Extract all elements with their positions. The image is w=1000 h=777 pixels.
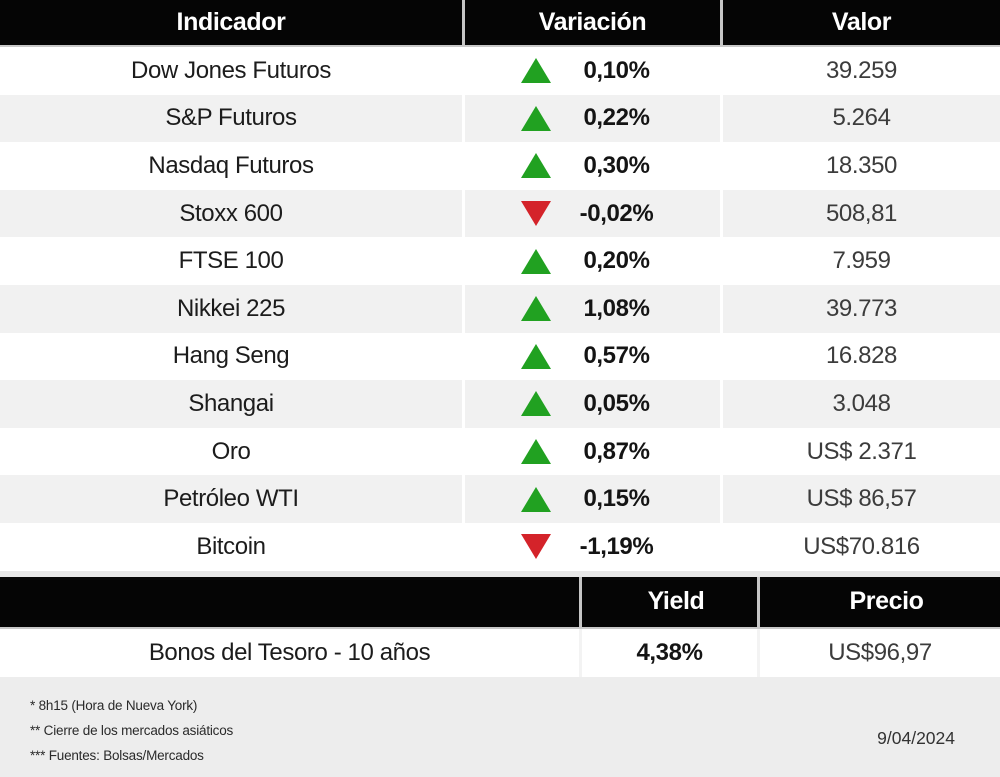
- column-header-valor: Valor: [831, 8, 892, 36]
- variation-value: 0,05%: [583, 389, 650, 417]
- trend-down-icon: [520, 534, 551, 560]
- table-row: Bonos del Tesoro - 10 años 4,38% US$96,9…: [0, 628, 1000, 677]
- table-row: Nikkei 225 1,08% 39.773: [0, 284, 1000, 333]
- indicator-value: US$ 86,57: [806, 485, 917, 513]
- bond-yield-value: 4,38%: [582, 628, 760, 677]
- indicator-name: Nikkei 225: [0, 284, 465, 333]
- indicator-value: 39.773: [825, 294, 897, 322]
- trend-up-icon: [520, 58, 551, 84]
- trend-up-icon: [520, 105, 551, 131]
- indicator-name: Hang Seng: [0, 332, 465, 381]
- variation-value: 0,20%: [583, 247, 650, 275]
- trend-up-icon: [520, 248, 551, 274]
- indicator-value: 18.350: [825, 151, 897, 179]
- indicator-value: US$ 2.371: [806, 437, 917, 465]
- indicator-value: 39.259: [825, 56, 897, 84]
- variation-cell: 0,57%: [465, 332, 723, 381]
- indicator-value: 508,81: [825, 199, 897, 227]
- variation-cell: 1,08%: [465, 284, 723, 333]
- footnote-sources: *** Fuentes: Bolsas/Mercados: [30, 747, 204, 763]
- variation-value: 1,08%: [583, 294, 650, 322]
- variation-cell: 0,15%: [465, 475, 723, 523]
- column-header-indicador: Indicador: [0, 0, 465, 45]
- trend-up-icon: [520, 439, 551, 465]
- column-header-precio: Precio: [849, 587, 924, 616]
- indicator-value: 3.048: [832, 389, 891, 417]
- variation-value: 0,22%: [583, 104, 650, 132]
- trend-up-icon: [520, 391, 551, 417]
- variation-value: 0,30%: [583, 151, 650, 179]
- indicator-value: US$70.816: [803, 532, 920, 560]
- table-row: Oro 0,87% US$ 2.371: [0, 427, 1000, 476]
- indicator-name: Stoxx 600: [0, 189, 465, 238]
- indicator-value: 5.264: [832, 104, 891, 132]
- variation-value: 0,15%: [583, 485, 650, 513]
- table-row: FTSE 100 0,20% 7.959: [0, 237, 1000, 285]
- variation-value: 0,87%: [583, 437, 650, 465]
- footnote-time: * 8h15 (Hora de Nueva York): [30, 697, 198, 713]
- variation-cell: 0,20%: [465, 237, 723, 285]
- table-row: Hang Seng 0,57% 16.828: [0, 332, 1000, 381]
- indicator-name: Nasdaq Futuros: [0, 142, 465, 190]
- date-label: 9/04/2024: [877, 727, 955, 748]
- column-header-empty: [0, 576, 582, 627]
- variation-cell: 0,30%: [465, 142, 723, 190]
- variation-cell: 0,87%: [465, 427, 723, 476]
- variation-value: -0,02%: [579, 199, 654, 227]
- table-row: Dow Jones Futuros 0,10% 39.259: [0, 47, 1000, 95]
- variation-cell: -0,02%: [465, 189, 723, 238]
- column-header-variacion: Variación: [465, 0, 723, 45]
- table-row: S&P Futuros 0,22% 5.264: [0, 94, 1000, 143]
- table1-header-row: Indicador Variación Valor: [0, 0, 1000, 47]
- indicator-name: Shangai: [0, 380, 465, 428]
- bond-name: Bonos del Tesoro - 10 años: [0, 628, 582, 677]
- variation-cell: 0,10%: [465, 47, 723, 95]
- variation-value: 0,57%: [583, 342, 650, 370]
- table-row: Shangai 0,05% 3.048: [0, 380, 1000, 428]
- trend-down-icon: [520, 201, 551, 227]
- table-row: Stoxx 600 -0,02% 508,81: [0, 189, 1000, 238]
- indicator-name: Petróleo WTI: [0, 475, 465, 523]
- indicator-name: S&P Futuros: [0, 94, 465, 143]
- trend-up-icon: [520, 153, 551, 179]
- column-header-yield: Yield: [582, 576, 760, 627]
- variation-value: 0,10%: [583, 56, 650, 84]
- variation-value: -1,19%: [579, 532, 654, 560]
- variation-cell: 0,22%: [465, 94, 723, 143]
- indicator-value: 16.828: [825, 342, 897, 370]
- trend-up-icon: [520, 486, 551, 512]
- indicator-value: 7.959: [832, 247, 891, 275]
- variation-cell: -1,19%: [465, 522, 723, 571]
- indicator-name: Dow Jones Futuros: [0, 47, 465, 95]
- bond-price-value: US$96,97: [828, 638, 932, 666]
- footer: * 8h15 (Hora de Nueva York) ** Cierre de…: [0, 676, 1000, 777]
- section-divider: [0, 570, 1000, 577]
- footnote-asian-markets: ** Cierre de los mercados asiáticos: [30, 722, 234, 738]
- variation-cell: 0,05%: [465, 380, 723, 428]
- table-row: Bitcoin -1,19% US$70.816: [0, 522, 1000, 571]
- trend-up-icon: [520, 343, 551, 369]
- trend-up-icon: [520, 296, 551, 322]
- table-row: Petróleo WTI 0,15% US$ 86,57: [0, 475, 1000, 523]
- indicator-name: Bitcoin: [0, 522, 465, 571]
- table2-header-row: Yield Precio: [0, 576, 1000, 629]
- table-row: Nasdaq Futuros 0,30% 18.350: [0, 142, 1000, 190]
- indicator-name: Oro: [0, 427, 465, 476]
- indicator-name: FTSE 100: [0, 237, 465, 285]
